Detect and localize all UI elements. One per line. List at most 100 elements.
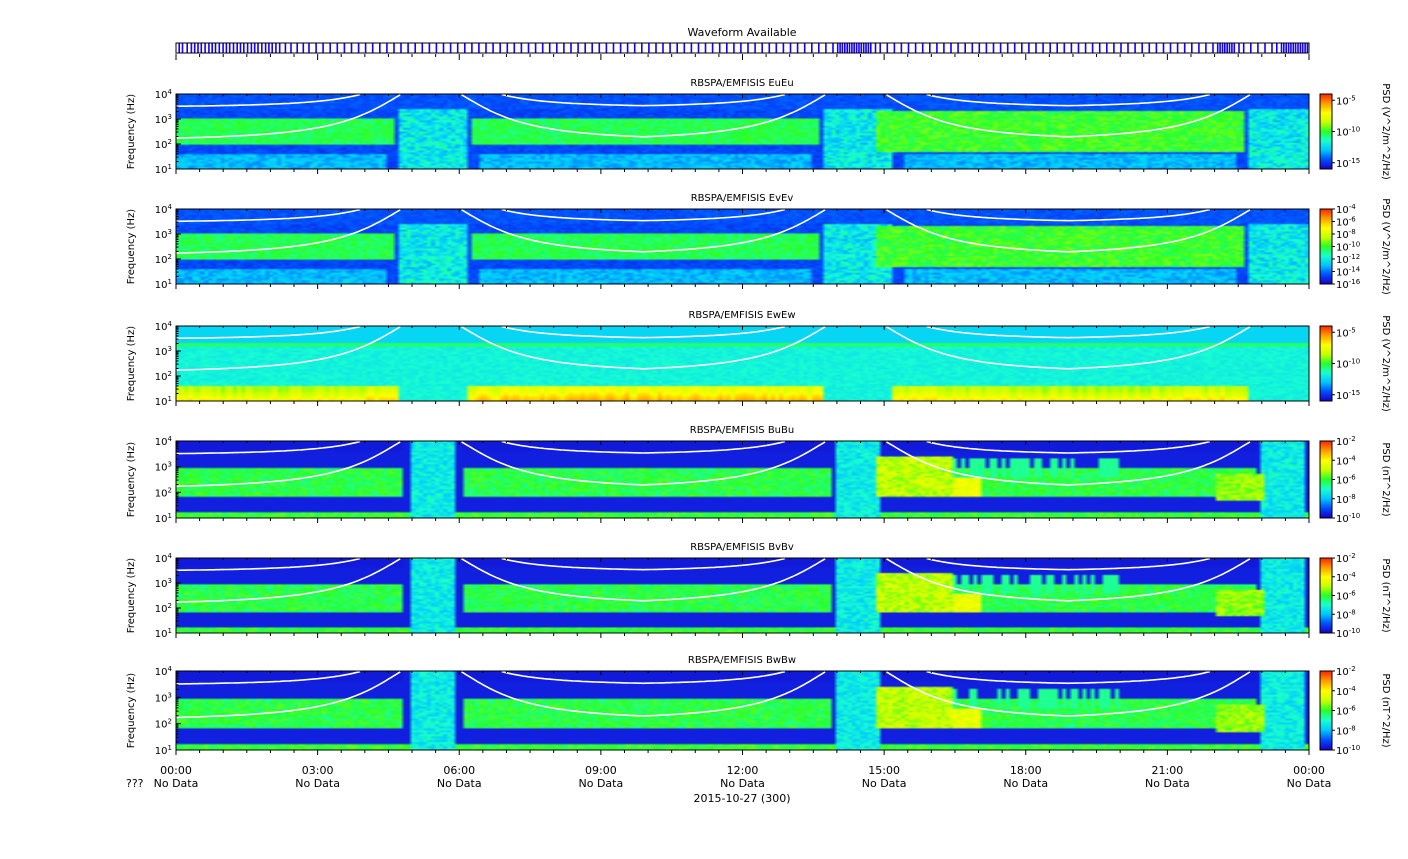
waveform-mark <box>992 43 995 53</box>
waveform-mark <box>527 43 530 53</box>
colorbar <box>1320 441 1332 518</box>
waveform-mark <box>612 43 615 53</box>
y-tick-label: 102 <box>155 486 172 499</box>
waveform-mark <box>421 43 424 53</box>
y-axis-label: Frequency (Hz) <box>126 442 137 518</box>
waveform-mark <box>1283 43 1285 53</box>
waveform-mark <box>860 43 863 53</box>
y-tick-label: 101 <box>155 627 172 640</box>
waveform-mark <box>825 43 827 53</box>
colorbar-tick-label: 10-15 <box>1336 157 1360 170</box>
waveform-mark <box>1155 43 1158 53</box>
waveform-mark <box>697 43 700 53</box>
waveform-mark <box>978 43 981 53</box>
waveform-mark <box>768 43 771 53</box>
upper-gyro-curve <box>176 208 1211 223</box>
colorbar-tick-label: 10-6 <box>1336 705 1356 718</box>
spectrogram-image <box>176 558 1309 633</box>
waveform-mark <box>513 43 516 53</box>
waveform-mark <box>619 43 622 53</box>
spectrogram-panel: RBSPA/EMFISIS BvBv 101 102 103 104 Frequency … <box>126 542 1391 640</box>
y-tick-label: 104 <box>155 552 173 565</box>
colorbar-tick-label: 10-10 <box>1336 627 1360 640</box>
y-tick-label: 101 <box>155 744 172 757</box>
waveform-mark <box>284 43 287 53</box>
y-tick-label: 102 <box>155 718 172 731</box>
waveform-mark <box>1169 43 1172 53</box>
waveform-mark <box>296 43 298 53</box>
waveform-mark <box>1049 43 1051 53</box>
y-tick-label: 102 <box>155 138 172 151</box>
waveform-mark <box>811 43 813 53</box>
waveform-mark <box>499 43 501 53</box>
y-axis-label: Frequency (Hz) <box>126 558 137 634</box>
y-axis-label: Frequency (Hz) <box>126 209 137 285</box>
waveform-mark <box>726 43 728 53</box>
waveform-mark <box>257 43 259 53</box>
waveform-mark <box>1162 43 1165 53</box>
waveform-mark <box>914 43 917 53</box>
y-tick-label: 103 <box>155 228 172 241</box>
waveform-mark <box>740 43 742 53</box>
colorbar-label: PSD (V^2/m^2/Hz) <box>1380 198 1391 295</box>
colorbar-tick-label: 10-10 <box>1336 512 1360 525</box>
waveform-mark <box>598 43 601 53</box>
waveform-mark <box>584 43 586 53</box>
waveform-mark <box>1021 43 1023 53</box>
waveform-frame <box>175 42 1310 54</box>
waveform-mark <box>874 43 877 53</box>
upper-gyro-curve <box>176 670 1211 685</box>
waveform-mark <box>1042 43 1044 53</box>
x-tick-sublabel: No Data <box>862 777 907 790</box>
waveform-mark <box>1113 43 1115 53</box>
waveform-mark <box>676 43 678 53</box>
colorbar-label: PSD (V^2/m^2/Hz) <box>1380 83 1391 180</box>
waveform-mark <box>181 43 184 53</box>
panel-title: RBSPA/EMFISIS EuEu <box>690 78 793 89</box>
colorbar-tick-label: 10-10 <box>1336 358 1360 371</box>
waveform-mark <box>964 43 966 53</box>
panel-title: RBSPA/EMFISIS BuBu <box>690 425 794 436</box>
y-tick-label: 104 <box>155 320 173 333</box>
spectrogram-panel: RBSPA/EMFISIS EwEw 101 102 103 104 Frequency … <box>126 310 1391 412</box>
y-axis-label: Frequency (Hz) <box>126 673 137 749</box>
waveform-mark <box>246 43 249 53</box>
colorbar-label: PSD (nT^2/Hz) <box>1380 673 1391 747</box>
waveform-mark <box>271 43 273 53</box>
waveform-mark <box>1264 43 1266 53</box>
colorbar-tick-label: 10-4 <box>1336 203 1356 216</box>
waveform-mark <box>605 43 608 53</box>
waveform-mark <box>556 43 558 53</box>
y-tick-label: 103 <box>155 691 172 704</box>
waveform-mark <box>228 43 231 53</box>
spectrogram-panel: RBSPA/EMFISIS EuEu 101 102 103 104 Frequency … <box>126 78 1391 180</box>
waveform-mark <box>839 43 841 53</box>
waveform-mark <box>200 43 203 53</box>
x-tick-label: 21:00 <box>1152 764 1184 777</box>
waveform-mark <box>867 43 870 53</box>
y-tick-label: 103 <box>155 577 172 590</box>
upper-gyro-curve <box>176 440 1211 455</box>
y-tick-label: 101 <box>155 512 172 525</box>
spectrogram-panel: RBSPA/EMFISIS BwBw 101 102 103 104 Frequency … <box>126 655 1391 757</box>
colorbar-tick-label: 10-2 <box>1336 435 1356 448</box>
waveform-mark <box>1070 43 1073 53</box>
colorbar-tick-label: 10-6 <box>1336 216 1356 229</box>
x-tick-label: 06:00 <box>443 764 475 777</box>
colorbar-label: PSD (nT^2/Hz) <box>1380 558 1391 632</box>
waveform-mark <box>414 43 416 53</box>
colorbar-label: PSD (V^2/m^2/Hz) <box>1380 315 1391 412</box>
waveform-mark <box>789 43 792 53</box>
waveform-mark <box>626 43 629 53</box>
waveform-mark <box>264 43 267 53</box>
waveform-mark <box>818 43 820 53</box>
waveform-mark <box>442 43 445 53</box>
waveform-mark <box>803 43 806 53</box>
waveform-mark <box>943 43 945 53</box>
waveform-mark <box>485 43 487 53</box>
waveform-mark <box>1271 43 1273 53</box>
waveform-mark <box>865 43 867 53</box>
x-tick-sublabel: No Data <box>579 777 624 790</box>
waveform-mark <box>1276 43 1278 53</box>
